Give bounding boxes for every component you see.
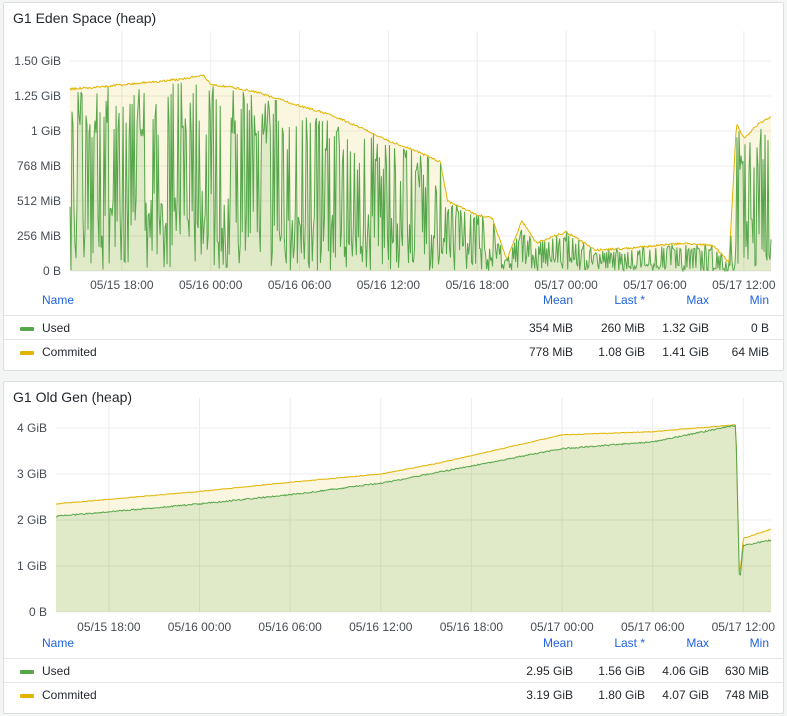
y-tick-label: 1 GiB [31,124,61,138]
eden-space-chart[interactable]: 0 B 256 MiB 512 MiB 768 MiB 1 GiB 1.25 GiB 1.5… [4,3,785,303]
legend-header-name[interactable]: Name [42,636,75,650]
series-color-swatch[interactable] [20,670,34,674]
series-mean: 778 MiB [528,345,573,359]
series-min: 0 B [750,321,769,335]
used-area [56,425,771,612]
series-last: 1.56 GiB [598,664,645,678]
y-tick-label: 1.50 GiB [14,54,61,68]
series-min: 630 MiB [724,664,769,678]
series-name[interactable]: Commited [42,688,97,702]
series-mean: 3.19 GiB [526,688,573,702]
x-tick-label: 05/17 00:00 [534,278,598,292]
panel-title[interactable]: G1 Old Gen (heap) [13,389,133,405]
y-tick-label: 256 MiB [17,229,61,243]
x-tick-label: 05/17 12:00 [712,620,776,634]
legend-header-min[interactable]: Min [749,636,769,650]
panel-eden-space: G1 Eden Space (heap) 0 B 256 MiB 512 MiB 76… [3,2,784,371]
series-last: 1.80 GiB [598,688,645,702]
series-min: 748 MiB [724,688,769,702]
x-tick-label: 05/16 00:00 [168,620,232,634]
commited-series-line [55,424,772,572]
x-tick-label: 05/16 06:00 [258,620,322,634]
used-area [70,82,771,271]
legend-header-name[interactable]: Name [42,293,75,307]
x-tick-label: 05/15 18:00 [90,278,154,292]
legend-row-commited[interactable]: Commited 3.19 GiB 1.80 GiB 4.07 GiB 748 … [4,682,783,706]
x-tick-label: 05/17 12:00 [712,278,776,292]
series-min: 64 MiB [731,345,769,359]
x-tick-label: 05/16 00:00 [179,278,243,292]
commited-area [56,424,771,612]
commited-series-line [69,74,772,265]
legend-header-max[interactable]: Max [686,636,709,650]
old-gen-chart[interactable]: 0 B 1 GiB 2 GiB 3 GiB 4 GiB 05/15 18:00 05/16 … [4,382,785,647]
series-max: 4.06 GiB [662,664,709,678]
series-max: 1.32 GiB [662,321,709,335]
x-tick-label: 05/16 12:00 [357,278,421,292]
legend-header-max[interactable]: Max [686,293,709,307]
series-name[interactable]: Used [42,664,71,678]
series-mean: 2.95 GiB [526,664,573,678]
used-series-line [55,424,772,576]
series-max: 1.41 GiB [662,345,709,359]
legend-header-mean[interactable]: Mean [542,636,573,650]
x-tick-label: 05/16 12:00 [349,620,413,634]
y-tick-label: 0 B [29,605,47,619]
series-last: 260 MiB [600,321,645,335]
y-tick-label: 3 GiB [17,467,47,481]
x-tick-label: 05/15 18:00 [77,620,141,634]
y-tick-label: 0 B [43,264,61,278]
series-last: 1.08 GiB [598,345,645,359]
series-name[interactable]: Used [42,321,71,335]
legend-header-min[interactable]: Min [749,293,769,307]
x-tick-label: 05/16 18:00 [446,278,510,292]
legend-header-last[interactable]: Last * [614,293,645,307]
legend-header-last[interactable]: Last * [614,636,645,650]
series-max: 4.07 GiB [662,688,709,702]
legend-row-used[interactable]: Used 354 MiB 260 MiB 1.32 GiB 0 B [4,315,783,339]
y-tick-label: 768 MiB [17,159,61,173]
series-mean: 354 MiB [528,321,573,335]
legend-row-commited[interactable]: Commited 778 MiB 1.08 GiB 1.41 GiB 64 Mi… [4,339,783,363]
x-tick-label: 05/17 06:00 [623,278,687,292]
x-tick-label: 05/16 18:00 [440,620,504,634]
legend-header: Name Mean Last * Max Min [4,636,783,660]
series-color-swatch[interactable] [20,327,34,331]
y-tick-label: 1 GiB [17,559,47,573]
series-color-swatch[interactable] [20,694,34,698]
panel-title[interactable]: G1 Eden Space (heap) [13,10,157,26]
legend-row-used[interactable]: Used 2.95 GiB 1.56 GiB 4.06 GiB 630 MiB [4,658,783,682]
legend-header-mean[interactable]: Mean [542,293,573,307]
series-name[interactable]: Commited [42,345,97,359]
used-series-line [69,82,772,273]
y-tick-label: 1.25 GiB [14,89,61,103]
panel-old-gen: G1 Old Gen (heap) 0 B 1 GiB 2 GiB 3 GiB 4 Gi… [3,381,784,714]
legend-header: Name Mean Last * Max Min [4,293,783,317]
y-tick-label: 2 GiB [17,513,47,527]
y-tick-label: 4 GiB [17,421,47,435]
x-tick-label: 05/17 06:00 [621,620,685,634]
x-tick-label: 05/17 00:00 [530,620,594,634]
y-tick-label: 512 MiB [17,194,61,208]
series-color-swatch[interactable] [20,351,34,355]
x-tick-label: 05/16 06:00 [268,278,332,292]
